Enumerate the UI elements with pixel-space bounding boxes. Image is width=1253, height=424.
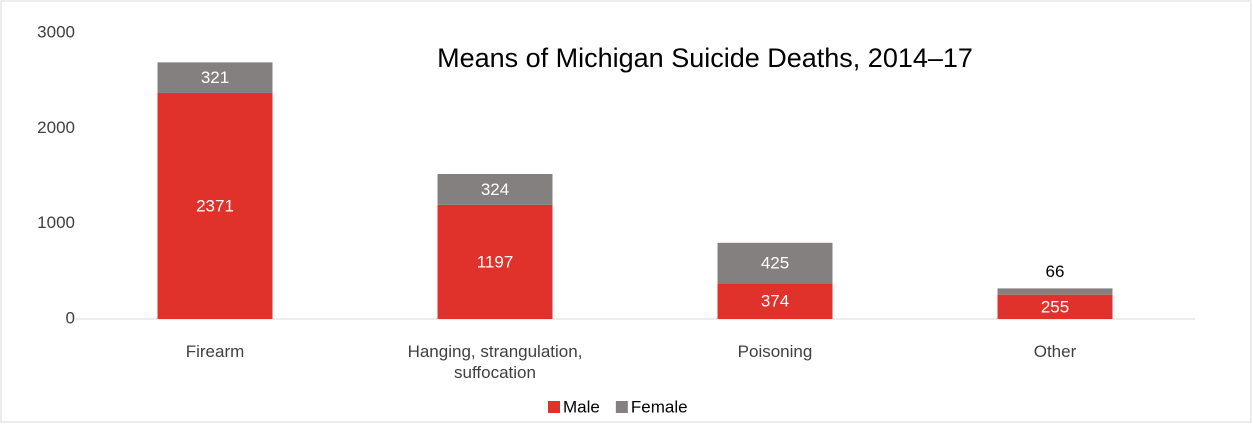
x-tick-label: Hanging, strangulation, suffocation [407,342,583,382]
data-label: 374 [761,292,789,311]
data-label: 2371 [196,196,234,215]
x-tick-label: Poisoning [737,342,813,361]
legend-label: Female [631,397,688,416]
bar-segment [717,242,833,284]
data-label: 66 [1046,262,1065,281]
legend-swatch [548,401,560,413]
bar-segment [157,62,273,93]
y-tick-label: 3000 [37,22,75,41]
legend-label: Male [563,397,600,416]
data-label: 425 [761,254,789,273]
data-label: 324 [481,180,509,199]
data-label: 255 [1041,297,1069,316]
x-tick-label: Firearm [185,342,245,361]
y-tick-label: 2000 [37,118,75,137]
bar-segment [997,288,1113,295]
bar-segment [437,204,553,319]
bar-segment [717,283,833,319]
data-label: 321 [201,68,229,87]
legend-swatch [615,401,628,413]
data-label: 1197 [477,252,514,271]
bar-segment [437,173,553,205]
y-tick-label: 0 [66,308,75,327]
bar-segment [157,92,273,320]
bar-segment [997,294,1113,319]
x-tick-label: Other [1033,342,1077,361]
chart-title: Means of Michigan Suicide Deaths, 2014–1… [437,43,973,73]
y-tick-label: 1000 [37,213,75,232]
